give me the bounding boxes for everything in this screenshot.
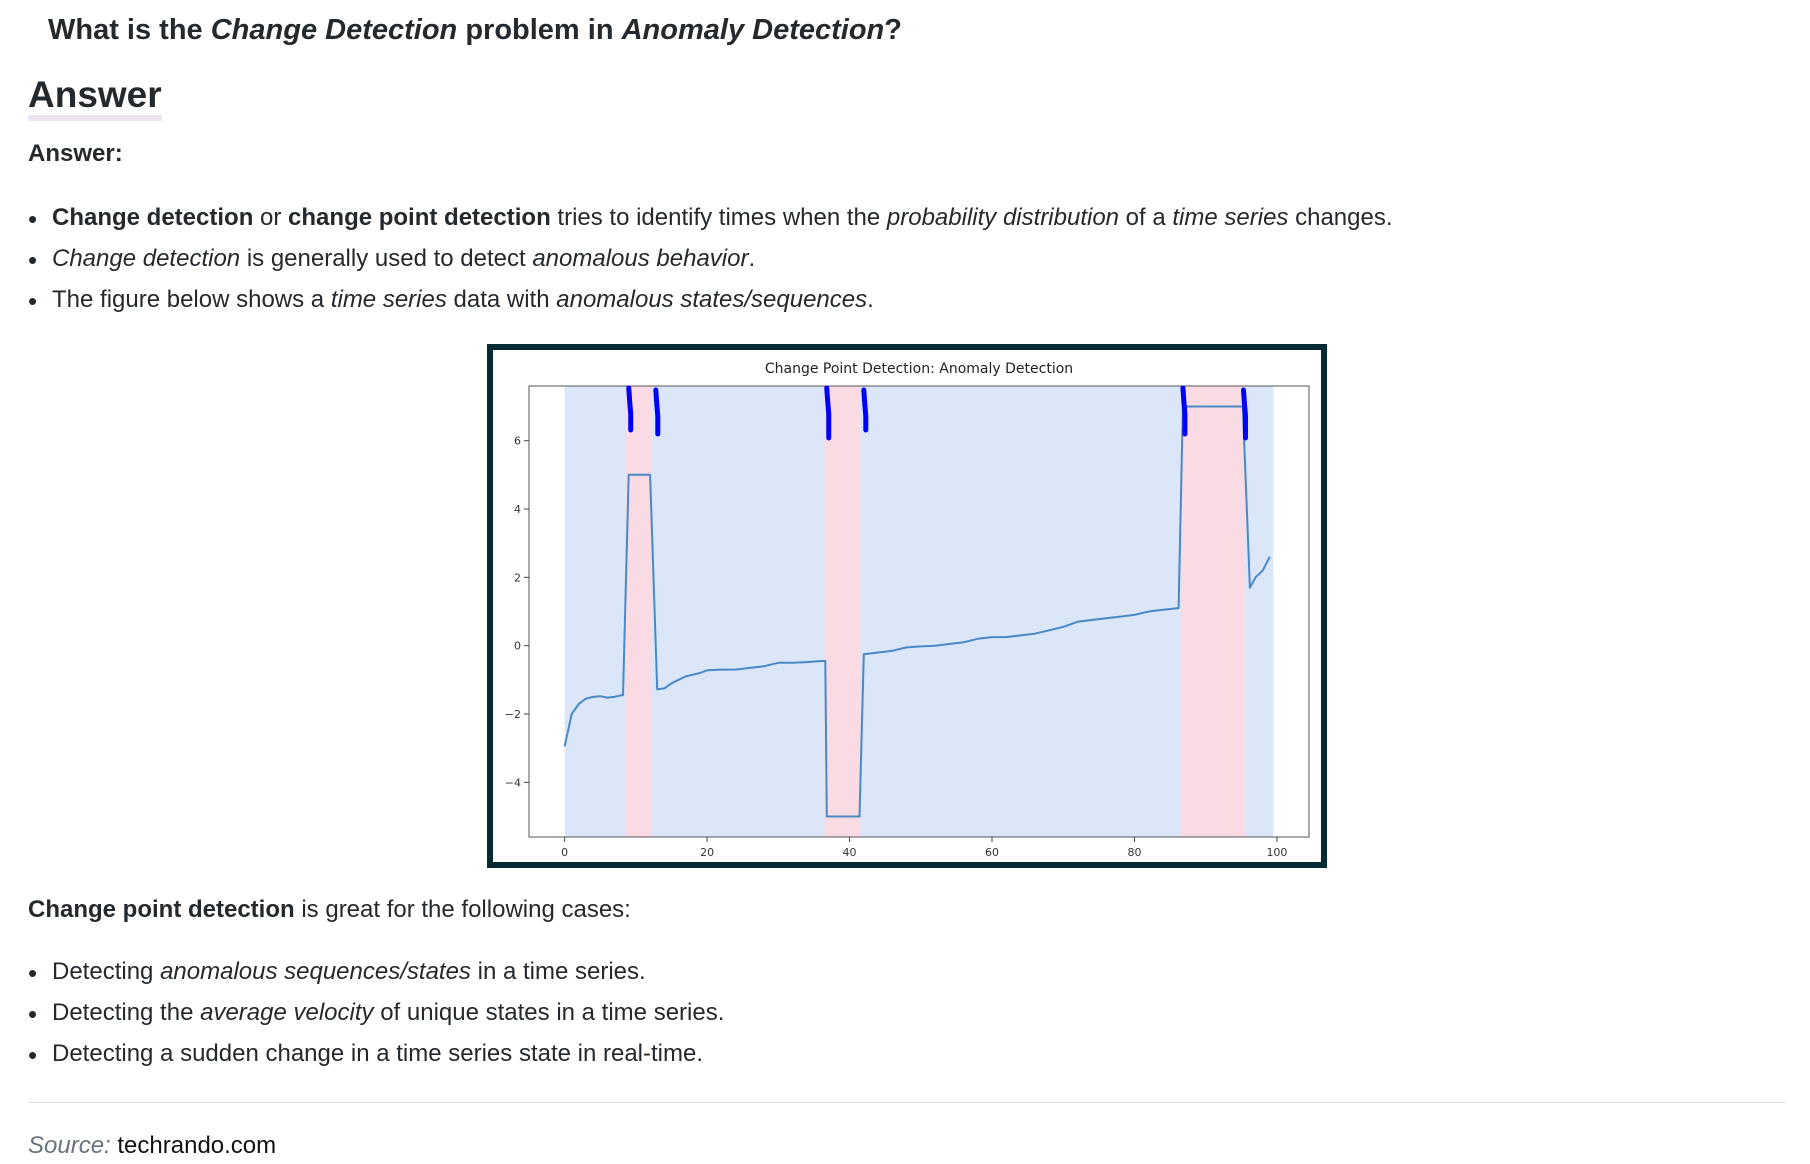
answer-label: Answer: — [28, 140, 123, 167]
change-point-marker — [1240, 387, 1248, 441]
source-line: Source: techrando.com — [28, 1132, 277, 1159]
change-point-marker — [626, 385, 634, 433]
list-item: Detecting a sudden change in a time seri… — [28, 1040, 703, 1071]
x-tick-label: 20 — [700, 846, 714, 859]
y-tick-label: 6 — [514, 435, 521, 448]
y-tick-label: −4 — [505, 776, 521, 789]
y-tick-label: 2 — [514, 571, 521, 584]
list-item: Detecting anomalous sequences/states in … — [28, 958, 646, 989]
change-point-marker — [1180, 385, 1188, 437]
question-title: What is the Change Detection problem in … — [48, 14, 902, 46]
change-point-marker — [861, 387, 869, 433]
list-item: Detecting the average velocity of unique… — [28, 999, 724, 1030]
answer-heading: Answer — [28, 75, 162, 121]
anomaly-region — [824, 386, 861, 837]
y-tick-label: 0 — [514, 640, 521, 653]
normal-region — [564, 386, 1274, 837]
change-point-marker — [653, 387, 661, 437]
anomaly-region — [625, 386, 652, 837]
y-tick-label: 4 — [514, 503, 521, 516]
x-tick-label: 40 — [843, 846, 857, 859]
plot-frame — [528, 385, 1310, 838]
anomaly-region — [1180, 386, 1245, 837]
series-line — [563, 405, 1271, 818]
list-item: The figure below shows a time series dat… — [28, 286, 874, 317]
cases-intro: Change point detection is great for the … — [28, 896, 631, 923]
x-tick-label: 0 — [561, 846, 568, 859]
y-tick-label: −2 — [505, 708, 521, 721]
source-link[interactable]: techrando.com — [117, 1132, 277, 1159]
x-tick-label: 60 — [985, 846, 999, 859]
change-point-marker — [824, 385, 832, 441]
change-point-chart: 0 20 40 60 80 100 −4 −2 0 2 4 6 Change Point Detect… — [493, 350, 1321, 862]
x-tick-label: 100 — [1266, 846, 1287, 859]
divider — [28, 1102, 1786, 1103]
list-item: Change detection or change point detecti… — [28, 204, 1392, 235]
x-tick-label: 80 — [1127, 846, 1141, 859]
list-item: Change detection is generally used to de… — [28, 245, 755, 276]
chart-figure: 0 20 40 60 80 100 −4 −2 0 2 4 6 Change Point Detect… — [487, 344, 1327, 868]
chart-title: Change Point Detection: Anomaly Detectio… — [765, 361, 1073, 377]
